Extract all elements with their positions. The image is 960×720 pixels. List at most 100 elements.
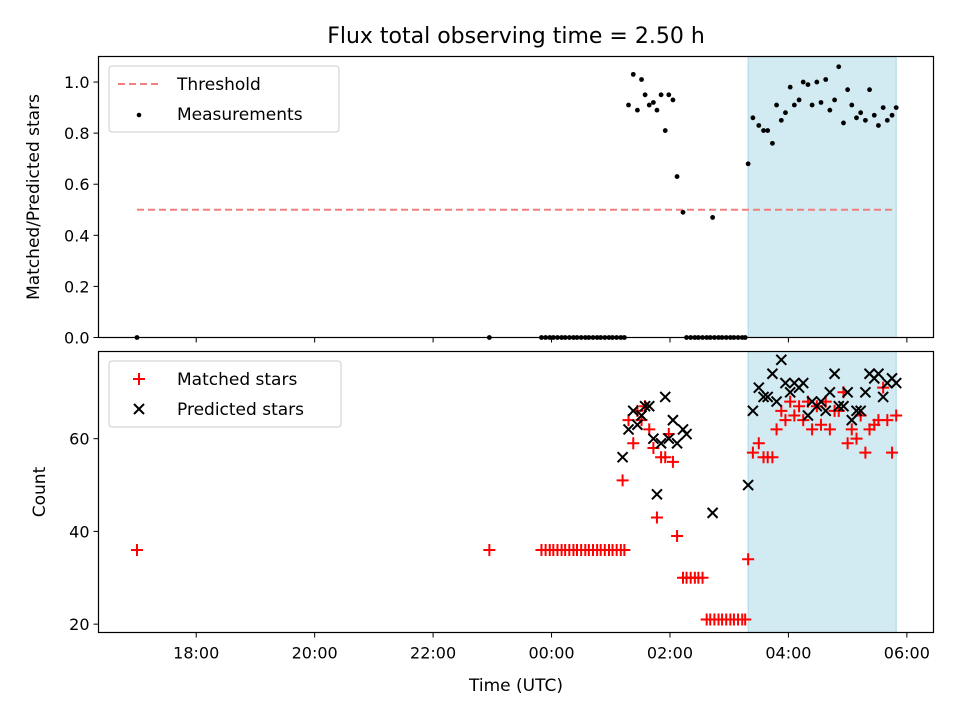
measurement-point — [756, 123, 762, 128]
measurement-point — [871, 112, 877, 118]
predicted-star-point — [639, 400, 651, 412]
bottom-legend-box — [108, 360, 342, 428]
measurement-point — [658, 92, 664, 98]
predicted-star-point — [824, 386, 836, 399]
predicted-star-point — [833, 400, 845, 412]
bottom-y-axis-ticks: 20 40 60 — [69, 430, 99, 634]
top-shaded-region — [747, 56, 897, 338]
measurement-point — [650, 100, 656, 105]
bottom-predicted-points — [616, 354, 902, 519]
measurement-point — [867, 87, 872, 93]
measurement-point — [836, 64, 842, 70]
y-tick-label: 60 — [69, 430, 89, 449]
x-tick-label: 04:00 — [765, 644, 811, 663]
predicted-star-point — [647, 432, 660, 445]
measurement-point — [814, 79, 820, 85]
predicted-star-point — [766, 368, 779, 380]
x-tick-label: 20:00 — [292, 644, 338, 663]
predicted-star-point — [784, 386, 796, 399]
measurement-point — [862, 117, 868, 123]
predicted-star-point — [680, 428, 693, 440]
matched-star-point — [770, 423, 783, 436]
top-legend: Threshold Measurements — [108, 65, 340, 133]
legend-predicted-label: Predicted stars — [177, 400, 304, 420]
matched-star-point — [841, 437, 854, 450]
top-panel: 0.0 0.2 0.4 0.6 0.8 1.0 Matched/Predicted sta… — [24, 55, 935, 348]
measurement-point — [774, 102, 779, 108]
measurement-point — [626, 102, 631, 108]
x-tick-label: 18:00 — [173, 644, 219, 663]
matched-star-point — [823, 423, 836, 436]
legend-measurements-label: Measurements — [177, 105, 303, 125]
predicted-star-point — [622, 423, 635, 436]
predicted-star-point — [761, 391, 774, 403]
bottom-panel: 20 40 60 18:00 20:00 22:00 00:00 02:00 04:00 06:… — [30, 350, 935, 696]
matched-star-point — [616, 474, 629, 487]
top-shaded-rect — [747, 56, 897, 338]
measurement-point — [832, 97, 838, 103]
predicted-star-point — [651, 488, 663, 501]
measurement-point — [646, 102, 652, 108]
matched-star-point — [766, 451, 779, 464]
measurement-point — [770, 140, 775, 146]
y-tick-label: 1.0 — [64, 73, 89, 92]
measurement-point — [889, 112, 895, 118]
predicted-star-point — [850, 405, 863, 417]
measurement-point — [666, 92, 672, 98]
measurement-point — [805, 82, 811, 87]
measurement-point — [823, 77, 829, 82]
predicted-star-point — [872, 368, 885, 380]
predicted-star-point — [663, 432, 675, 445]
legend-matched-label: Matched stars — [177, 370, 297, 390]
measurement-point — [827, 107, 833, 113]
chart-title: Flux total observing time = 2.50 h — [327, 24, 705, 49]
measurement-point — [800, 79, 806, 85]
y-tick-label: 0.0 — [64, 329, 89, 348]
measurement-point — [639, 77, 644, 82]
predicted-star-point — [779, 377, 792, 389]
predicted-star-point — [890, 377, 902, 389]
matched-star-point — [650, 511, 663, 524]
matched-star-point — [666, 455, 679, 468]
bottom-plot-frame — [97, 350, 935, 634]
measurement-point — [796, 97, 802, 103]
matched-star-point — [483, 543, 496, 556]
predicted-star-point — [616, 451, 629, 463]
matched-star-point — [793, 400, 806, 413]
measurement-point — [635, 107, 640, 113]
y-tick-label: 40 — [69, 522, 89, 541]
matched-star-point — [659, 451, 672, 464]
matched-star-point — [739, 613, 752, 626]
y-tick-label: 20 — [69, 615, 89, 634]
predicted-star-point — [659, 391, 671, 403]
predicted-star-point — [828, 368, 841, 380]
matched-star-point — [130, 543, 143, 556]
measurement-point — [809, 102, 815, 108]
measurement-point — [765, 128, 771, 133]
legend-measurements-swatch — [136, 112, 142, 118]
measurement-point — [818, 100, 824, 105]
measurement-point — [858, 110, 864, 116]
top-measurement-points — [134, 64, 899, 340]
measurement-point — [791, 102, 797, 108]
measurement-point — [761, 128, 766, 133]
predicted-star-point — [655, 437, 667, 450]
predicted-star-point — [841, 386, 854, 399]
matched-star-point — [775, 404, 788, 417]
predicted-star-point — [820, 405, 832, 417]
predicted-star-point — [753, 381, 765, 394]
predicted-star-point — [742, 479, 754, 491]
measurement-point — [750, 115, 756, 121]
measurement-point — [680, 209, 686, 215]
measurement-point — [674, 174, 680, 179]
x-tick-label: 06:00 — [884, 644, 930, 663]
measurement-point — [884, 117, 890, 123]
y-tick-label: 0.6 — [64, 175, 89, 194]
measurement-point — [642, 92, 648, 98]
top-x-axis-ticks — [195, 337, 908, 343]
y-tick-label: 0.8 — [64, 124, 89, 143]
matched-star-point — [746, 446, 759, 459]
measurement-point — [893, 105, 899, 110]
matched-star-point — [881, 414, 894, 427]
measurement-point — [876, 123, 881, 128]
